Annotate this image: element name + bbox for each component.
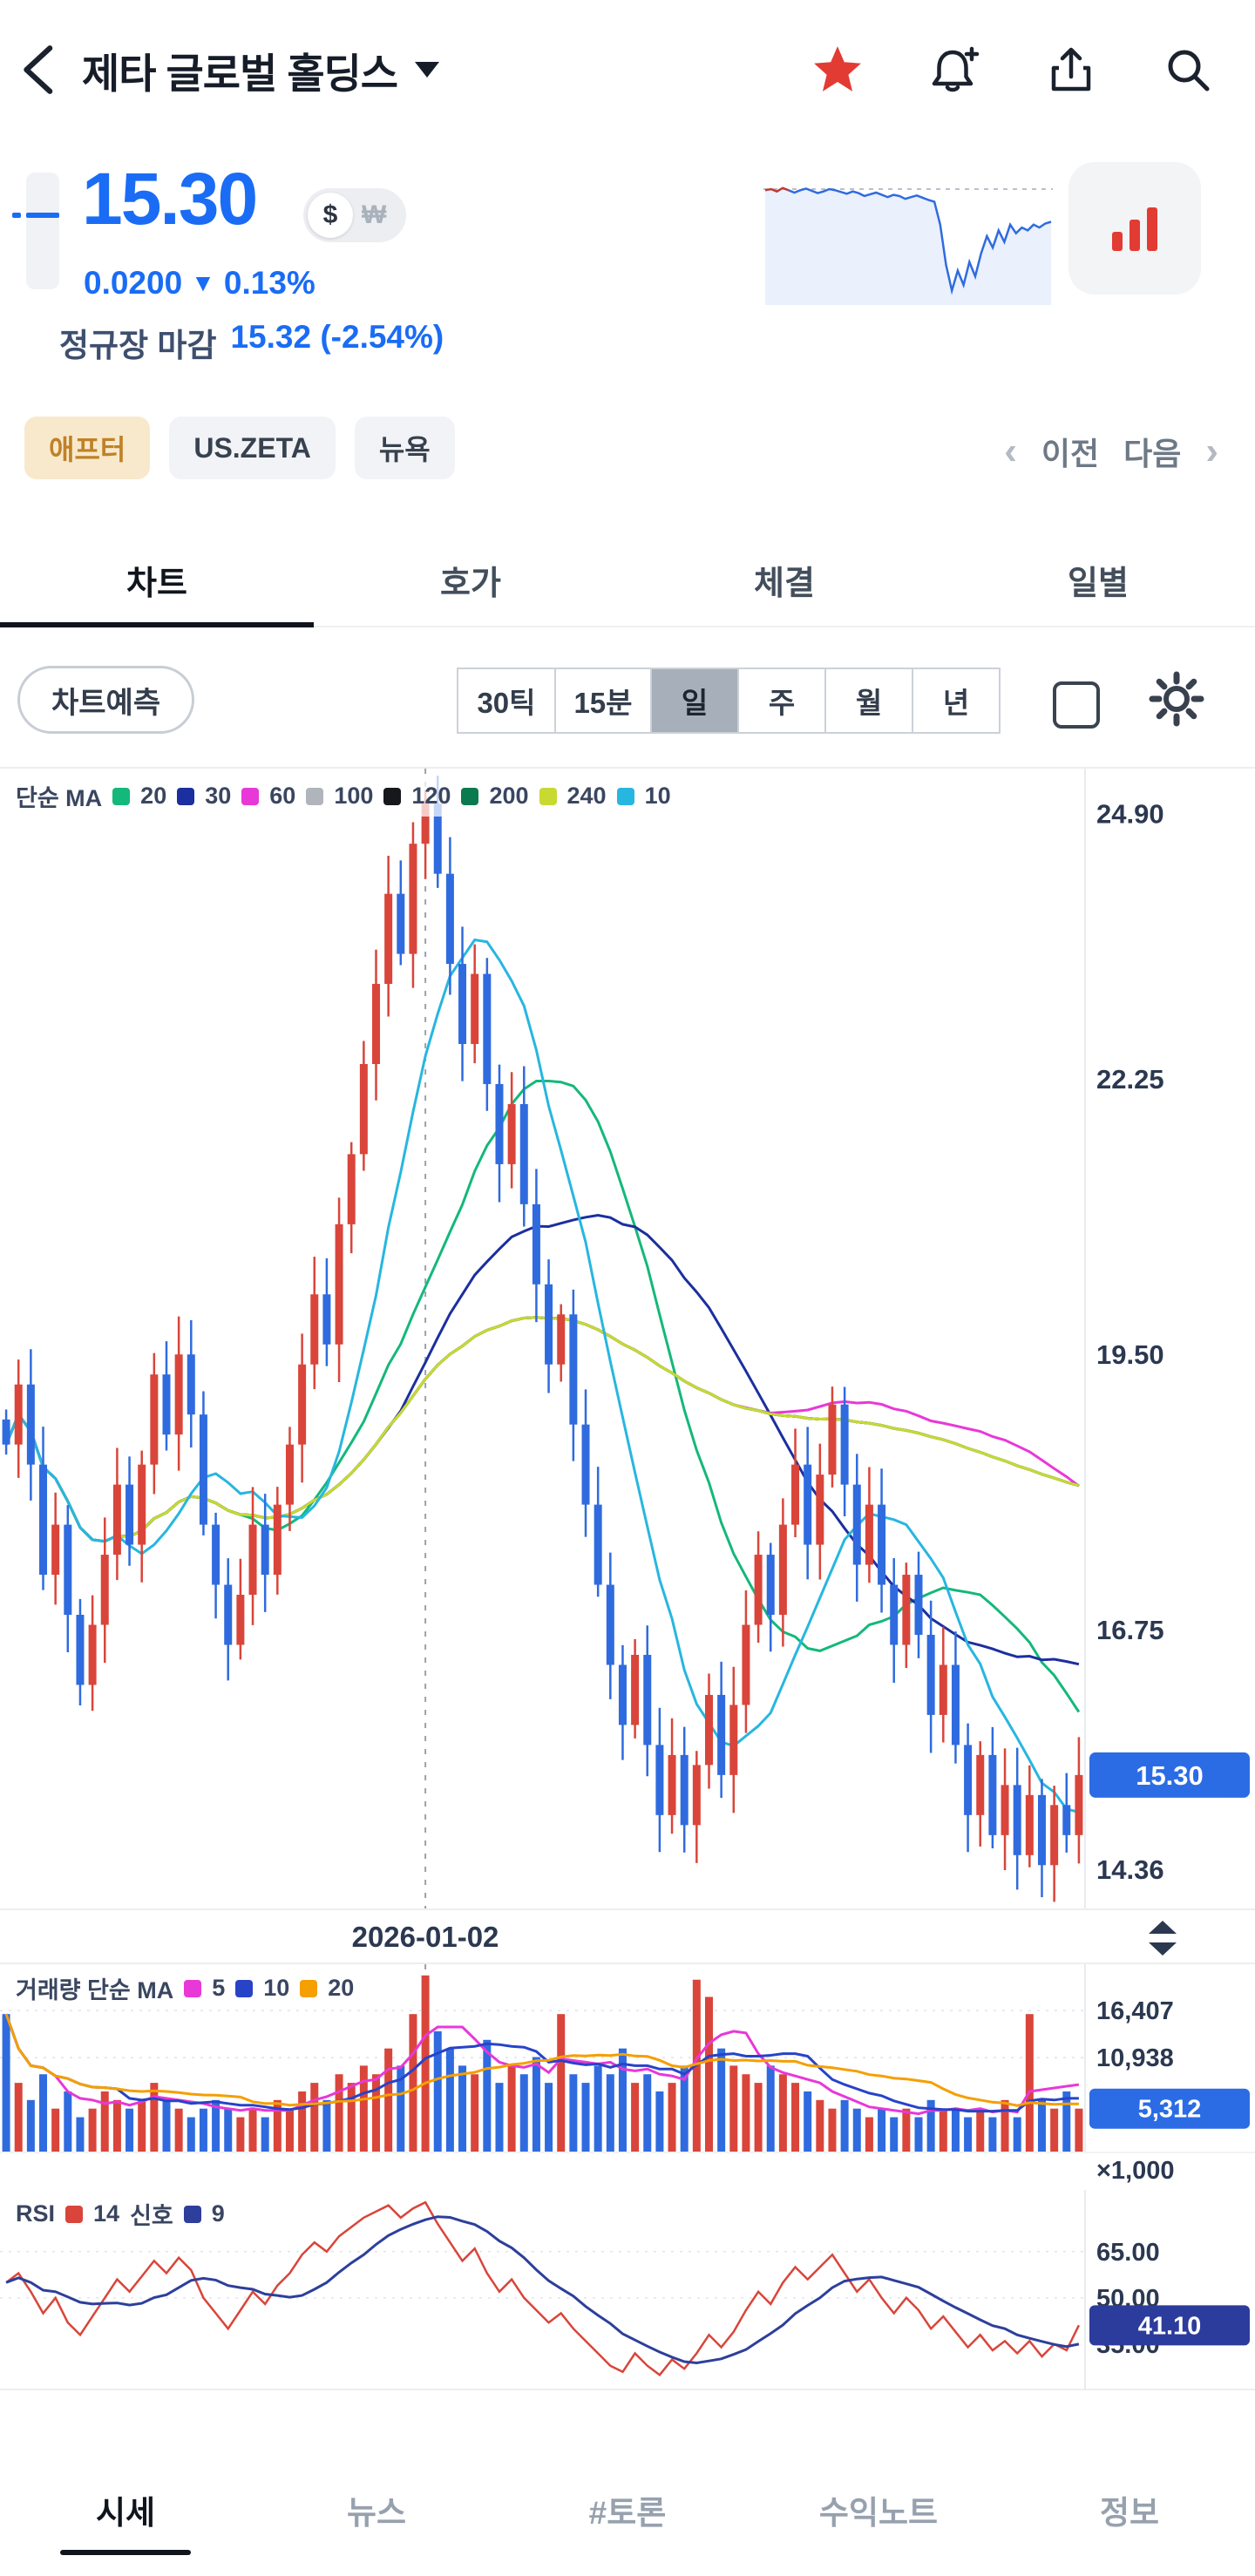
interval-selector: 30틱 15분 일 주 월 년	[457, 668, 1001, 734]
nav-수익노트[interactable]: 수익노트	[753, 2461, 1004, 2559]
search-icon	[1168, 50, 1210, 92]
legend-chip	[461, 787, 479, 805]
session-label: 정규장 마감	[59, 328, 217, 363]
svg-text:41.10: 41.10	[1138, 2312, 1202, 2340]
volume-legend: 거래량 단순 MA 5 10 20	[7, 1968, 363, 2009]
svg-text:16.75: 16.75	[1096, 1615, 1164, 1645]
svg-text:5,312: 5,312	[1138, 2096, 1202, 2124]
star-icon	[814, 46, 861, 92]
interval-년[interactable]: 년	[912, 669, 999, 732]
scale-adjust-icon[interactable]	[1147, 1919, 1178, 1962]
currency-toggle[interactable]: $ ₩	[303, 188, 407, 242]
share-icon	[1051, 47, 1091, 92]
interval-30틱[interactable]: 30틱	[458, 669, 554, 732]
down-triangle-icon: ▼	[191, 269, 215, 296]
legend-chip	[65, 2205, 84, 2223]
badge: 애프터	[24, 417, 151, 479]
next-stock-button[interactable]: 다음	[1123, 429, 1181, 474]
next-chevron-icon: ›	[1205, 430, 1218, 472]
price-change: 0.0200 ▼ 0.13%	[84, 265, 315, 302]
candlestick-chart[interactable]: 24.90 22.25 19.50 16.75 14.36 15.30 단순 MA 20 30…	[0, 767, 1255, 1910]
legend-chip	[235, 1979, 254, 1997]
svg-text:19.50: 19.50	[1096, 1339, 1164, 1370]
back-button[interactable]	[16, 41, 73, 98]
nav-정보[interactable]: 정보	[1004, 2461, 1255, 2559]
settings-gear-icon[interactable]	[1149, 671, 1204, 727]
legend-chip	[539, 787, 557, 805]
section-tabs: 차트 호가 체결 일별	[0, 533, 1255, 627]
alert-bell-button[interactable]	[927, 43, 981, 97]
nav-시세[interactable]: 시세	[0, 2461, 251, 2559]
badge: 뉴욕	[354, 417, 455, 479]
interval-월[interactable]: 월	[824, 669, 912, 732]
legend-chip	[300, 1979, 318, 1997]
current-price: 15.30	[82, 158, 258, 240]
badge-row: 애프터 US.ZETA 뉴욕	[24, 417, 455, 479]
svg-text:65.00: 65.00	[1096, 2239, 1160, 2267]
prev-stock-button[interactable]: 이전	[1041, 429, 1099, 474]
nav-#토론[interactable]: #토론	[502, 2461, 753, 2559]
currency-usd[interactable]: $	[308, 193, 353, 238]
change-value: 0.0200	[84, 265, 183, 301]
prev-chevron-icon: ‹	[1004, 430, 1017, 472]
red-chart-icon	[1112, 207, 1157, 251]
chevron-down-icon	[415, 62, 440, 78]
rsi-legend: RSI 14 신호 9	[7, 2193, 234, 2234]
favorite-star-button[interactable]	[811, 43, 865, 97]
range-current-tick-icon	[26, 213, 59, 218]
interval-일[interactable]: 일	[650, 669, 737, 732]
bell-plus-icon	[932, 46, 980, 92]
mini-sparkline	[763, 186, 1053, 305]
svg-text:16,407: 16,407	[1096, 1997, 1174, 2025]
svg-text:14.36: 14.36	[1096, 1854, 1164, 1885]
tab-체결[interactable]: 체결	[628, 533, 941, 626]
legend-chip	[177, 787, 195, 805]
svg-text:24.90: 24.90	[1096, 799, 1164, 830]
svg-text:22.25: 22.25	[1096, 1064, 1164, 1095]
chart-shortcut-button[interactable]	[1068, 162, 1201, 295]
legend-chip	[306, 787, 324, 805]
bottom-nav: 시세 뉴스 #토론 수익노트 정보	[0, 2461, 1255, 2559]
interval-주[interactable]: 주	[737, 669, 824, 732]
legend-chip	[616, 787, 634, 805]
chart-forecast-button[interactable]: 차트예측	[17, 666, 195, 734]
interval-15분[interactable]: 15분	[554, 669, 650, 732]
stock-pager: ‹ 이전 다음 ›	[1004, 429, 1218, 474]
search-button[interactable]	[1161, 43, 1215, 97]
ma-legend: 단순 MA 20 30 60 100 120 200 240 10	[7, 776, 680, 817]
volume-unit-label: ×1,000	[1096, 2157, 1175, 2185]
legend-chip	[383, 787, 402, 805]
svg-text:10,938: 10,938	[1096, 2044, 1174, 2072]
tab-호가[interactable]: 호가	[314, 533, 628, 626]
nav-뉴스[interactable]: 뉴스	[251, 2461, 502, 2559]
back-chevron-icon	[24, 45, 53, 94]
volume-unit-row: ×1,000	[0, 2152, 1255, 2190]
session-value: 15.32 (-2.54%)	[230, 319, 444, 355]
range-tick-icon	[12, 213, 21, 218]
marker-date-label: 2026-01-02	[351, 1921, 499, 1953]
fullscreen-icon[interactable]	[1053, 681, 1100, 729]
svg-text:15.30: 15.30	[1136, 1760, 1204, 1791]
volume-chart[interactable]: 16,407 10,938 5,312 거래량 단순 MA 5 10 20	[0, 1964, 1255, 2152]
legend-chip	[241, 787, 260, 805]
legend-chip	[184, 1979, 202, 1997]
tab-차트[interactable]: 차트	[0, 533, 314, 627]
session-close: 정규장 마감 15.32 (-2.54%)	[59, 319, 444, 366]
stock-title-dropdown[interactable]: 제타 글로벌 홀딩스	[82, 40, 440, 100]
legend-chip	[183, 2205, 201, 2223]
page-title: 제타 글로벌 홀딩스	[82, 50, 398, 97]
badge: US.ZETA	[169, 417, 336, 479]
header-actions	[811, 43, 1255, 97]
legend-chip	[112, 787, 131, 805]
currency-krw[interactable]: ₩	[362, 200, 387, 229]
change-percent: 0.13%	[223, 265, 315, 301]
app-header: 제타 글로벌 홀딩스	[0, 24, 1255, 115]
share-button[interactable]	[1044, 43, 1098, 97]
tab-일별[interactable]: 일별	[941, 533, 1255, 626]
date-axis-row: 2026-01-02	[0, 1908, 1255, 1964]
day-range-gauge	[12, 173, 59, 289]
